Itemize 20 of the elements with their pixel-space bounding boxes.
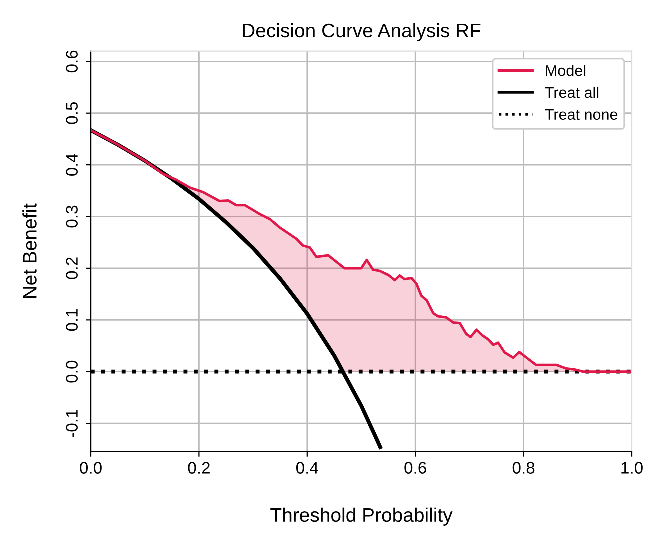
x-tick-label: 0.4 — [296, 462, 318, 474]
x-tick-label: 0.2 — [188, 462, 210, 474]
x-tick-label: 0.6 — [404, 462, 426, 474]
y-axis-title: Net Benefit — [22, 204, 37, 298]
legend-label: Treat none — [545, 109, 618, 120]
x-tick-label: 0.8 — [512, 462, 535, 474]
y-tick-label: 0.6 — [66, 50, 78, 73]
x-tick-label: 1.0 — [622, 462, 643, 474]
chart-title: Decision Curve Analysis RF — [243, 23, 481, 42]
y-tick-label: 0.0 — [66, 360, 78, 383]
x-tick-label: 0.0 — [80, 462, 102, 474]
legend-label: Model — [546, 65, 586, 76]
legend-label: Treat all — [545, 86, 599, 98]
y-tick-label: -0.1 — [66, 410, 78, 438]
y-tick-label: 0.1 — [66, 309, 78, 332]
y-tick-label: 0.3 — [66, 206, 78, 228]
x-axis-title: Threshold Probability — [270, 508, 453, 526]
y-tick-label: 0.4 — [66, 154, 78, 176]
y-tick-label: 0.2 — [66, 258, 78, 280]
y-tick-label: 0.5 — [66, 102, 78, 124]
